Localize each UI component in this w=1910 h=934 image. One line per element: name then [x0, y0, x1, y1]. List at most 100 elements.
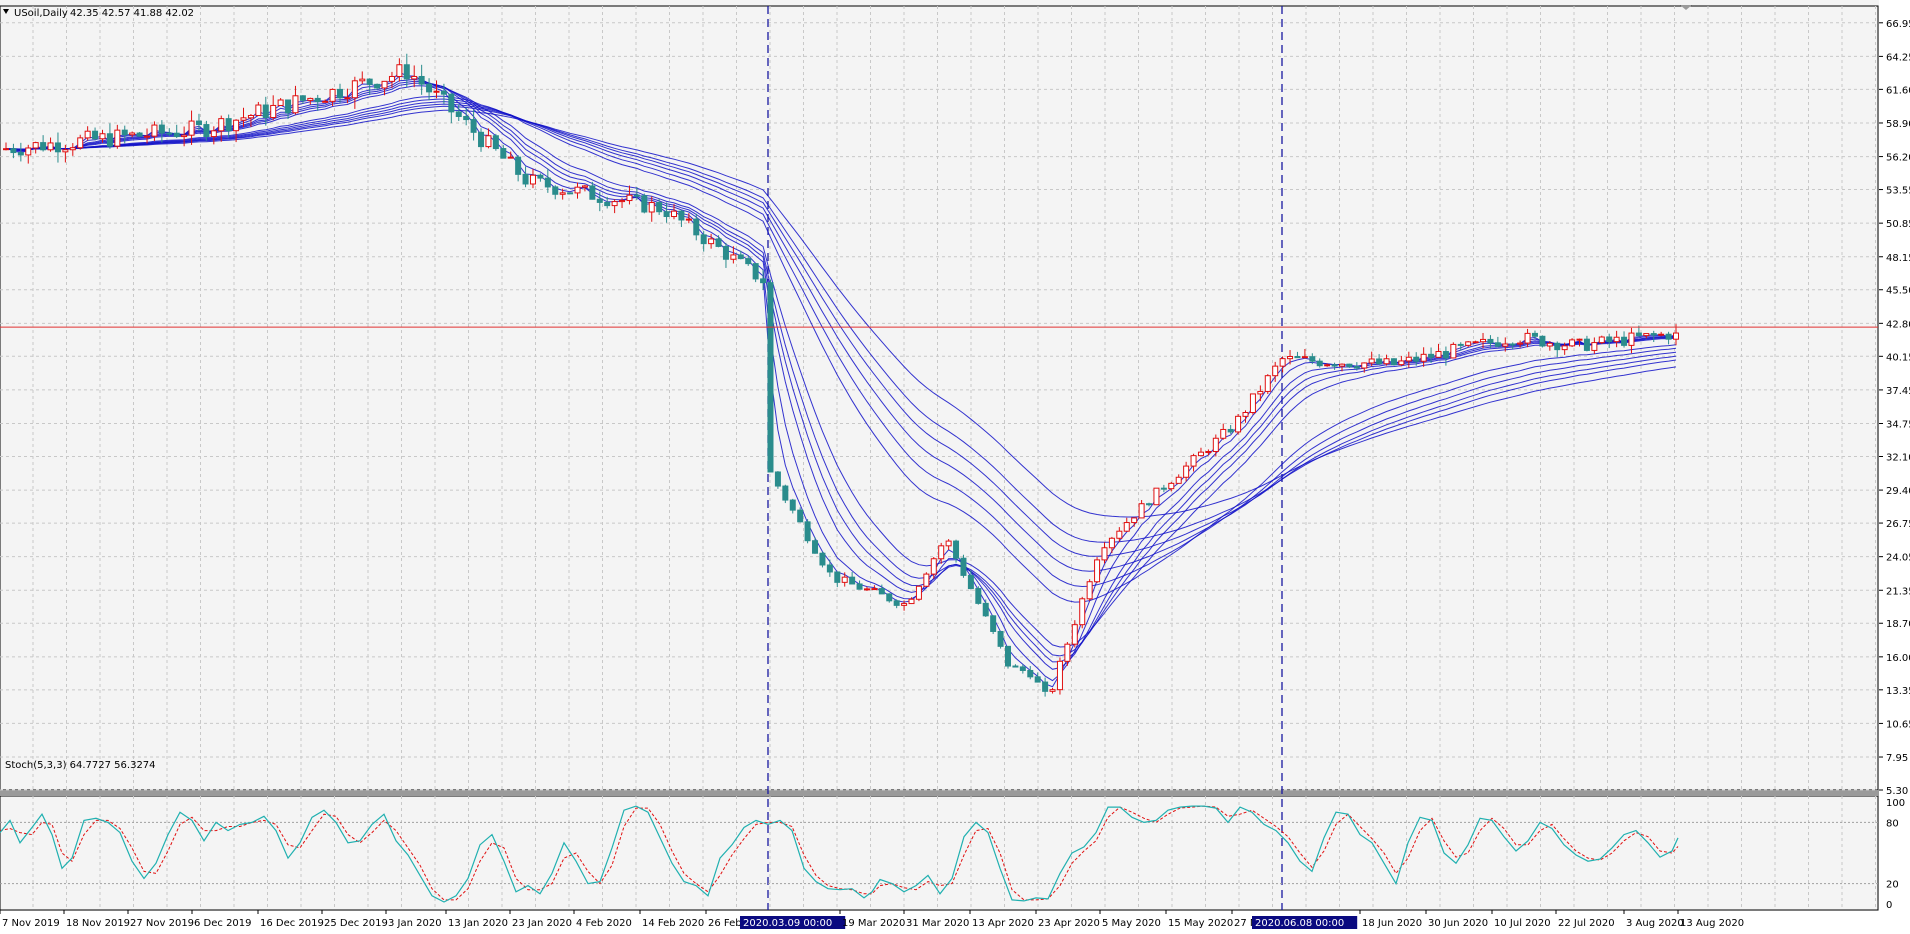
candle-body [411, 75, 418, 80]
candle-body [1264, 375, 1271, 392]
candle-body [233, 119, 240, 132]
candle-body [1613, 336, 1620, 343]
candle-body [285, 99, 292, 114]
time-tag-bg [1252, 916, 1358, 929]
stoch-level-label: 0 [1886, 900, 1892, 911]
price-tick-label: 61.60 [1886, 85, 1910, 96]
price-tick-label: 34.75 [1886, 420, 1910, 431]
price-tick-label: 40.15 [1886, 352, 1910, 363]
candle-body [671, 210, 677, 218]
candle-body [730, 254, 737, 260]
candle-body [173, 132, 180, 138]
candle-body [1524, 332, 1531, 344]
candle-body [1094, 559, 1101, 583]
candle-body [463, 115, 470, 121]
candle-body [1643, 333, 1650, 337]
stochastic-plot-area[interactable] [0, 795, 1879, 911]
ohlc-readout: 42.35 42.57 41.88 42.02 [70, 8, 194, 19]
candle-body [819, 552, 826, 566]
candle-body [567, 192, 574, 195]
candle-body [1376, 358, 1383, 365]
candle-body [1502, 343, 1509, 347]
price-axis-bg [1879, 0, 1910, 934]
candle-body [1598, 336, 1605, 344]
candle-body [485, 135, 492, 148]
price-tick-label: 5.30 [1886, 786, 1908, 797]
candle-body [633, 194, 640, 197]
ema-line [5, 82, 1677, 657]
time-tick-label: 10 Jul 2020 [1494, 918, 1551, 929]
time-tick-label: 13 Aug 2020 [1680, 918, 1744, 929]
time-tick-label: 15 May 2020 [1168, 918, 1233, 929]
candle-body [322, 100, 329, 103]
candle-body [181, 134, 188, 138]
candle-body [1398, 360, 1405, 366]
candle-body [1012, 665, 1019, 668]
candle-body [1064, 643, 1071, 662]
candle-body [84, 130, 91, 139]
candle-body [277, 99, 284, 106]
time-tag-bg [740, 916, 846, 929]
scroll-marker-icon[interactable] [1680, 5, 1692, 10]
candle-body [663, 211, 670, 218]
candle-body [262, 104, 269, 119]
candle-body [1621, 336, 1628, 346]
ema-line [5, 109, 1677, 518]
candle-body [1591, 342, 1598, 351]
candle-body [1287, 356, 1294, 360]
ema-line [5, 101, 1677, 572]
candle-body [470, 119, 477, 133]
candle-body [99, 133, 106, 140]
candle-body [77, 137, 84, 149]
candle-body [388, 75, 395, 82]
candle-body [960, 557, 967, 576]
collapse-triangle-icon[interactable] [3, 9, 9, 14]
candle-body [136, 132, 143, 137]
candle-body [1480, 338, 1487, 343]
candle-body [1279, 358, 1286, 367]
candle-body [826, 564, 833, 573]
candle-body [1183, 465, 1190, 478]
candle-body [17, 152, 24, 156]
candle-body [151, 124, 158, 137]
candle-body [537, 174, 544, 179]
pane-separator[interactable] [0, 790, 1910, 796]
candle-body [1531, 332, 1538, 337]
candle-body [1205, 450, 1212, 453]
candle-body [1071, 624, 1078, 645]
candle-body [433, 90, 440, 93]
candle-body [967, 574, 974, 590]
stoch-level-label: 100 [1886, 798, 1905, 809]
candle-body [1138, 503, 1145, 519]
time-tick-label: 27 Nov 2019 [130, 918, 194, 929]
candle-body [1353, 366, 1360, 369]
candle-body [1494, 342, 1501, 347]
candle-body [1123, 522, 1130, 532]
candle-body [604, 201, 611, 207]
price-tick-label: 45.50 [1886, 286, 1910, 297]
price-tick-label: 56.20 [1886, 153, 1910, 164]
candle-body [648, 202, 655, 213]
candle-body [1331, 364, 1338, 367]
time-tag-label: 2020.06.08 00:00 [1255, 918, 1344, 929]
candle-body [195, 120, 202, 126]
candle-body [247, 114, 254, 119]
candle-body [1272, 365, 1279, 377]
candle-body [1673, 332, 1679, 340]
time-tick-label: 23 Apr 2020 [1038, 918, 1100, 929]
candle-body [1175, 476, 1182, 484]
candle-body [804, 521, 811, 542]
time-tick-label: 13 Apr 2020 [972, 918, 1034, 929]
main-plot-area[interactable] [0, 5, 1879, 791]
symbol-label: USoil,Daily [14, 8, 68, 19]
candle-body [1665, 333, 1672, 340]
candle-body [307, 97, 314, 101]
chart-header: USoil,Daily 42.35 42.57 41.88 42.02 [3, 8, 194, 19]
candle-body [381, 80, 388, 89]
candle-body [1457, 343, 1464, 346]
candle-body [292, 95, 299, 114]
price-tick-label: 53.55 [1886, 186, 1910, 197]
price-tick-label: 58.90 [1886, 119, 1910, 130]
